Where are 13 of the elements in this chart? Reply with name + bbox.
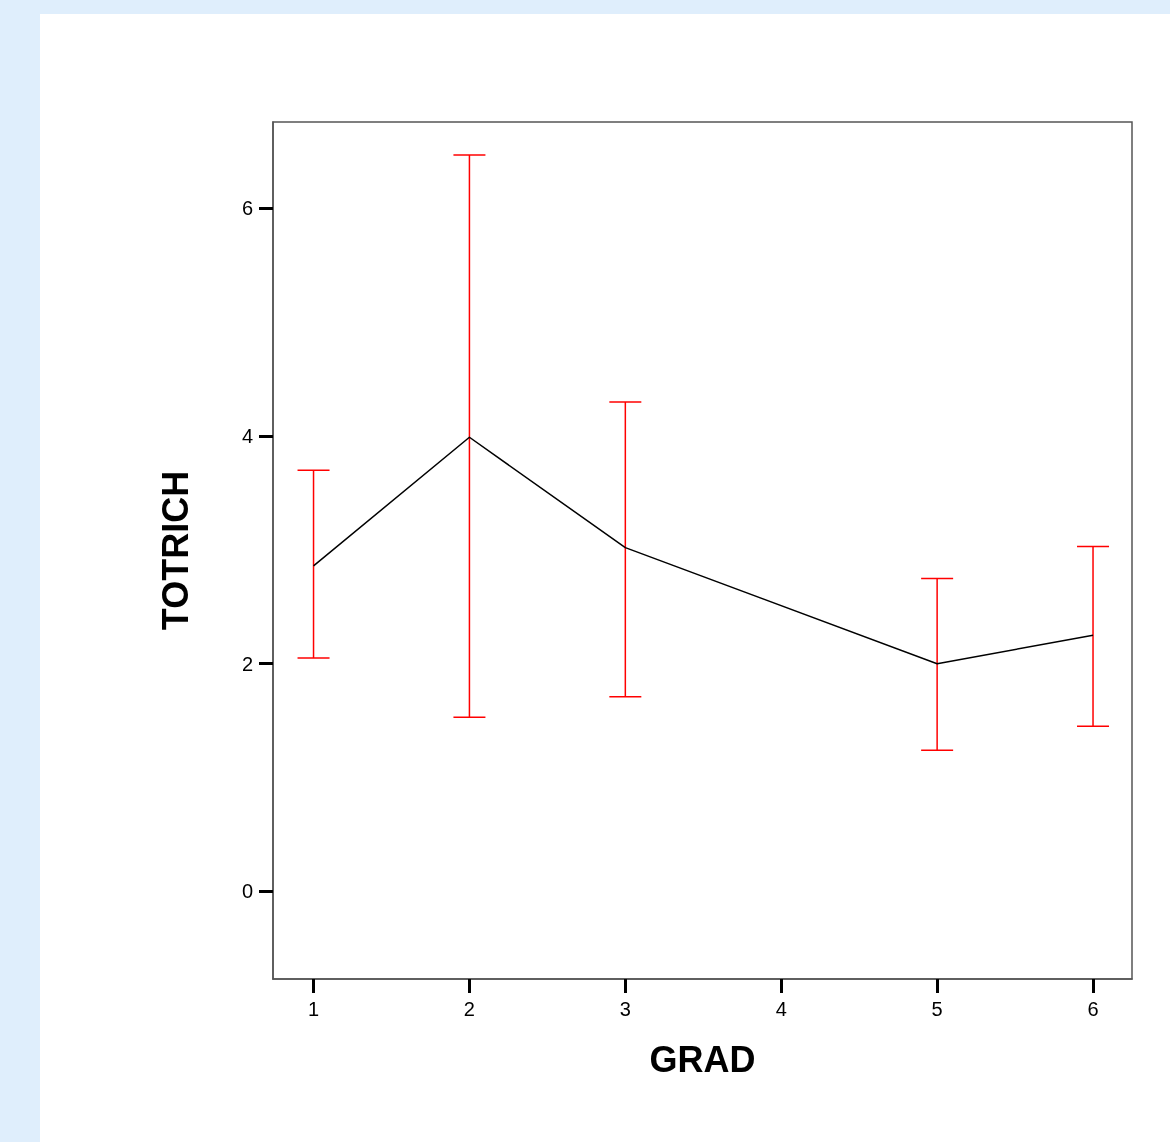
x-axis-title: GRAD: [649, 1038, 756, 1080]
x-tick-label: 1: [307, 998, 320, 1020]
y-tick-label: 0: [241, 880, 253, 903]
y-tick-label: 6: [241, 197, 253, 220]
x-tick-label: 2: [463, 998, 475, 1020]
x-tick-label: 6: [1087, 998, 1099, 1020]
y-axis-title: TOTRICH: [154, 470, 196, 631]
y-tick-label: 4: [241, 425, 253, 448]
line-series: [312, 436, 1094, 665]
x-tick-label: 3: [619, 998, 631, 1020]
x-tick-label: 4: [775, 998, 787, 1020]
y-tick-label: 2: [241, 652, 253, 675]
x-tick-label: 5: [931, 998, 943, 1020]
